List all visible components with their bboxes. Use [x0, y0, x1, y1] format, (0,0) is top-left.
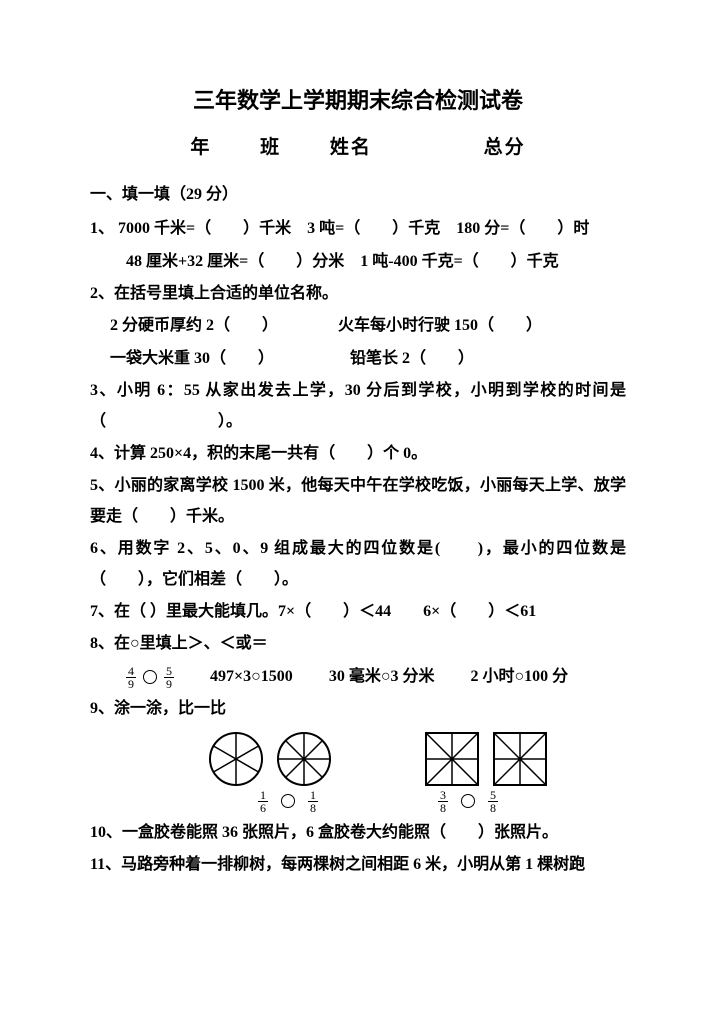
q11-text: 马路旁种着一排柳树，每两棵树之间相距 6 米，小明从第 1 棵树跑: [121, 856, 585, 873]
q1-line1: 7000 千米=（ ）千米 3 吨=（ ）千克 180 分=（ ）时: [118, 220, 589, 237]
q9-text: 涂一涂，比一比: [114, 700, 226, 717]
question-7: 7、在（ ）里最大能填几。7×（ ）＜44 6×（ ）＜61: [90, 597, 626, 627]
q8-part2: 497×3○1500: [210, 668, 293, 685]
compare-circle-icon: [281, 794, 295, 808]
q2-line1a: 2 分硬币厚约 2（ ）: [110, 317, 270, 334]
class-label: 班: [260, 137, 281, 158]
q2-line1b: 火车每小时行驶 150（ ）: [338, 317, 542, 334]
question-10: 10、一盒胶卷能照 36 张照片，6 盒胶卷大约能照（ ）张照片。: [90, 818, 626, 848]
question-1: 1、 7000 千米=（ ）千米 3 吨=（ ）千克 180 分=（ ）时: [90, 214, 626, 244]
q1-label: 1、: [90, 220, 114, 237]
q10-text: 一盒胶卷能照 36 张照片，6 盒胶卷大约能照（ ）张照片。: [122, 824, 558, 841]
circle-8-slices-icon: [276, 731, 332, 787]
q8-text: 在○里填上＞、＜或＝: [114, 635, 268, 652]
fraction-1-8: 18: [308, 789, 318, 814]
compare-circle-icon: [143, 670, 157, 684]
fraction-5-9: 59: [164, 665, 174, 690]
q10-label: 10、: [90, 824, 122, 841]
question-9: 9、涂一涂，比一比: [90, 694, 626, 724]
question-3: 3、小明 6：55 从家出发去上学，30 分后到学校，小明到学校的时间是（ ）。: [90, 376, 626, 437]
fraction-3-8: 38: [438, 789, 448, 814]
q8-label: 8、: [90, 635, 114, 652]
q11-label: 11、: [90, 856, 121, 873]
section-1-header: 一、填一填（29 分）: [90, 180, 626, 210]
fraction-1-6: 16: [258, 789, 268, 814]
square-8-slices-icon: [424, 731, 480, 787]
compare-circle-icon: [461, 794, 475, 808]
year-label: 年: [190, 137, 211, 158]
q7-label: 7、: [90, 603, 114, 620]
q5-text: 小丽的家离学校 1500 米，他每天中午在学校吃饭，小丽每天上学、放学要走（ ）…: [90, 477, 626, 524]
q2-label: 2、: [90, 285, 114, 302]
square-group: [424, 731, 548, 787]
q6-label: 6、: [90, 540, 118, 557]
fraction-5-8: 58: [488, 789, 498, 814]
q5-label: 5、: [90, 477, 115, 494]
q7-text: 在（ ）里最大能填几。7×（ ）＜44 6×（ ）＜61: [114, 603, 536, 620]
exam-title: 三年数学上学期期末综合检测试卷: [90, 80, 626, 122]
question-6: 6、用数字 2、5、0、9 组成最大的四位数是( )，最小的四位数是（ ），它们…: [90, 534, 626, 595]
question-8: 8、在○里填上＞、＜或＝: [90, 629, 626, 659]
q8-part3: 30 毫米○3 分米: [329, 668, 435, 685]
q8-expressions: 49 59 497×3○1500 30 毫米○3 分米 2 小时○100 分: [90, 662, 626, 692]
circle-group: [208, 731, 332, 787]
circle-6-slices-icon: [208, 731, 264, 787]
q3-label: 3、: [90, 382, 117, 399]
q9-label: 9、: [90, 700, 114, 717]
compare-2: 38 58: [438, 789, 498, 814]
score-label: 总分: [484, 137, 526, 158]
exam-header: 年 班 姓名 总分: [90, 130, 626, 166]
q8-part4: 2 小时○100 分: [471, 668, 569, 685]
square-8-slices-icon: [492, 731, 548, 787]
q2-row1: 2 分硬币厚约 2（ ） 火车每小时行驶 150（ ）: [90, 311, 626, 341]
fraction-4-9: 49: [126, 665, 136, 690]
compare-1: 16 18: [258, 789, 318, 814]
q2-row2: 一袋大米重 30（ ） 铅笔长 2（ ）: [90, 344, 626, 374]
question-11: 11、马路旁种着一排柳树，每两棵树之间相距 6 米，小明从第 1 棵树跑: [90, 850, 626, 880]
shapes-row: [130, 731, 626, 787]
question-2: 2、在括号里填上合适的单位名称。: [90, 279, 626, 309]
q2-line2b: 铅笔长 2（ ）: [350, 350, 474, 367]
question-5: 5、小丽的家离学校 1500 米，他每天中午在学校吃饭，小丽每天上学、放学要走（…: [90, 471, 626, 532]
q4-label: 4、: [90, 445, 114, 462]
q3-text: 小明 6：55 从家出发去上学，30 分后到学校，小明到学校的时间是（ ）。: [90, 382, 626, 429]
compare-row: 16 18 38 58: [130, 789, 626, 814]
q6-text: 用数字 2、5、0、9 组成最大的四位数是( )，最小的四位数是（ ），它们相差…: [90, 540, 626, 587]
q4-text: 计算 250×4，积的末尾一共有（ ）个 0。: [114, 445, 427, 462]
name-label: 姓名: [330, 137, 372, 158]
q2-line2a: 一袋大米重 30（ ）: [110, 350, 266, 367]
question-4: 4、计算 250×4，积的末尾一共有（ ）个 0。: [90, 439, 626, 469]
q1-line2: 48 厘米+32 厘米=（ ）分米 1 吨-400 千克=（ ）千克: [90, 247, 626, 277]
q2-text: 在括号里填上合适的单位名称。: [114, 285, 338, 302]
